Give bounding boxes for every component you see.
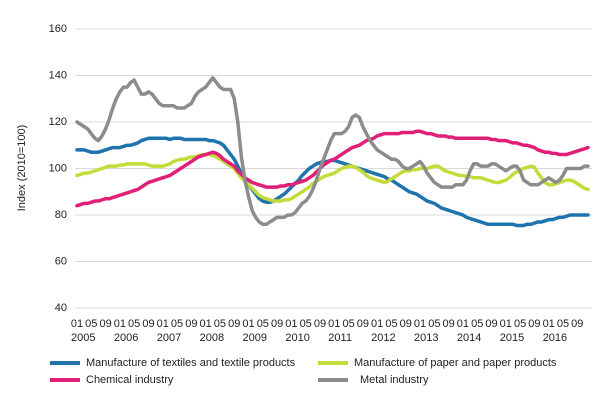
x-tick-label: 01 — [543, 318, 555, 330]
year-label: 2008 — [200, 332, 224, 344]
x-tick-label: 01 — [285, 318, 297, 330]
year-label: 2015 — [500, 332, 524, 344]
x-tick-label: 09 — [357, 318, 369, 330]
legend-label: Metal industry — [360, 374, 429, 386]
x-tick-label: 05 — [557, 318, 569, 330]
year-label: 2006 — [114, 332, 138, 344]
x-tick-label: 01 — [500, 318, 512, 330]
y-tick-label: 160 — [49, 23, 67, 35]
series-line — [75, 152, 590, 203]
x-tick-label: 09 — [314, 318, 326, 330]
x-tick-label: 01 — [157, 318, 169, 330]
year-label: 2007 — [157, 332, 181, 344]
y-tick-label: 120 — [49, 116, 67, 128]
x-tick-label: 01 — [242, 318, 254, 330]
y-tick-label: 80 — [55, 209, 67, 221]
x-tick-label: 05 — [214, 318, 226, 330]
y-axis-label: Index (2010=100) — [16, 125, 28, 212]
y-tick-label: 40 — [55, 302, 67, 314]
x-tick-label: 09 — [99, 318, 111, 330]
x-tick-label: 09 — [485, 318, 497, 330]
x-tick-label: 09 — [400, 318, 412, 330]
year-label: 2014 — [457, 332, 481, 344]
x-tick-label: 09 — [185, 318, 197, 330]
x-tick-label: 09 — [142, 318, 154, 330]
legend-label: Manufacture of paper and paper products — [354, 357, 557, 369]
legend-label: Chemical industry — [86, 374, 174, 386]
year-label: 2010 — [285, 332, 309, 344]
x-tick-label: 09 — [228, 318, 240, 330]
y-tick-label: 140 — [49, 69, 67, 81]
x-tick-label: 01 — [371, 318, 383, 330]
x-tick-label: 05 — [128, 318, 140, 330]
x-tick-label: 09 — [528, 318, 540, 330]
x-tick-label: 01 — [114, 318, 126, 330]
series-line — [75, 129, 590, 208]
x-tick-label: 05 — [471, 318, 483, 330]
y-tick-label: 100 — [49, 162, 67, 174]
legend-label: Manufacture of textiles and textile prod… — [86, 357, 296, 369]
x-tick-label: 05 — [342, 318, 354, 330]
x-tick-label: 01 — [71, 318, 83, 330]
x-tick-label: 05 — [428, 318, 440, 330]
x-tick-label: 05 — [385, 318, 397, 330]
x-tick-label: 01 — [457, 318, 469, 330]
x-tick-label: 01 — [200, 318, 212, 330]
x-tick-label: 09 — [571, 318, 583, 330]
x-tick-label: 01 — [414, 318, 426, 330]
x-tick-label: 05 — [514, 318, 526, 330]
year-label: 2016 — [543, 332, 567, 344]
year-label: 2013 — [414, 332, 438, 344]
x-tick-label: 09 — [271, 318, 283, 330]
x-tick-label: 01 — [328, 318, 340, 330]
year-label: 2012 — [371, 332, 395, 344]
year-label: 2009 — [243, 332, 267, 344]
x-tick-label: 09 — [443, 318, 455, 330]
series-line — [75, 76, 590, 227]
x-tick-label: 05 — [300, 318, 312, 330]
year-label: 2011 — [328, 332, 352, 344]
x-tick-label: 05 — [257, 318, 269, 330]
x-tick-label: 05 — [85, 318, 97, 330]
x-tick-label: 05 — [171, 318, 183, 330]
y-tick-label: 60 — [55, 255, 67, 267]
year-label: 2005 — [71, 332, 95, 344]
